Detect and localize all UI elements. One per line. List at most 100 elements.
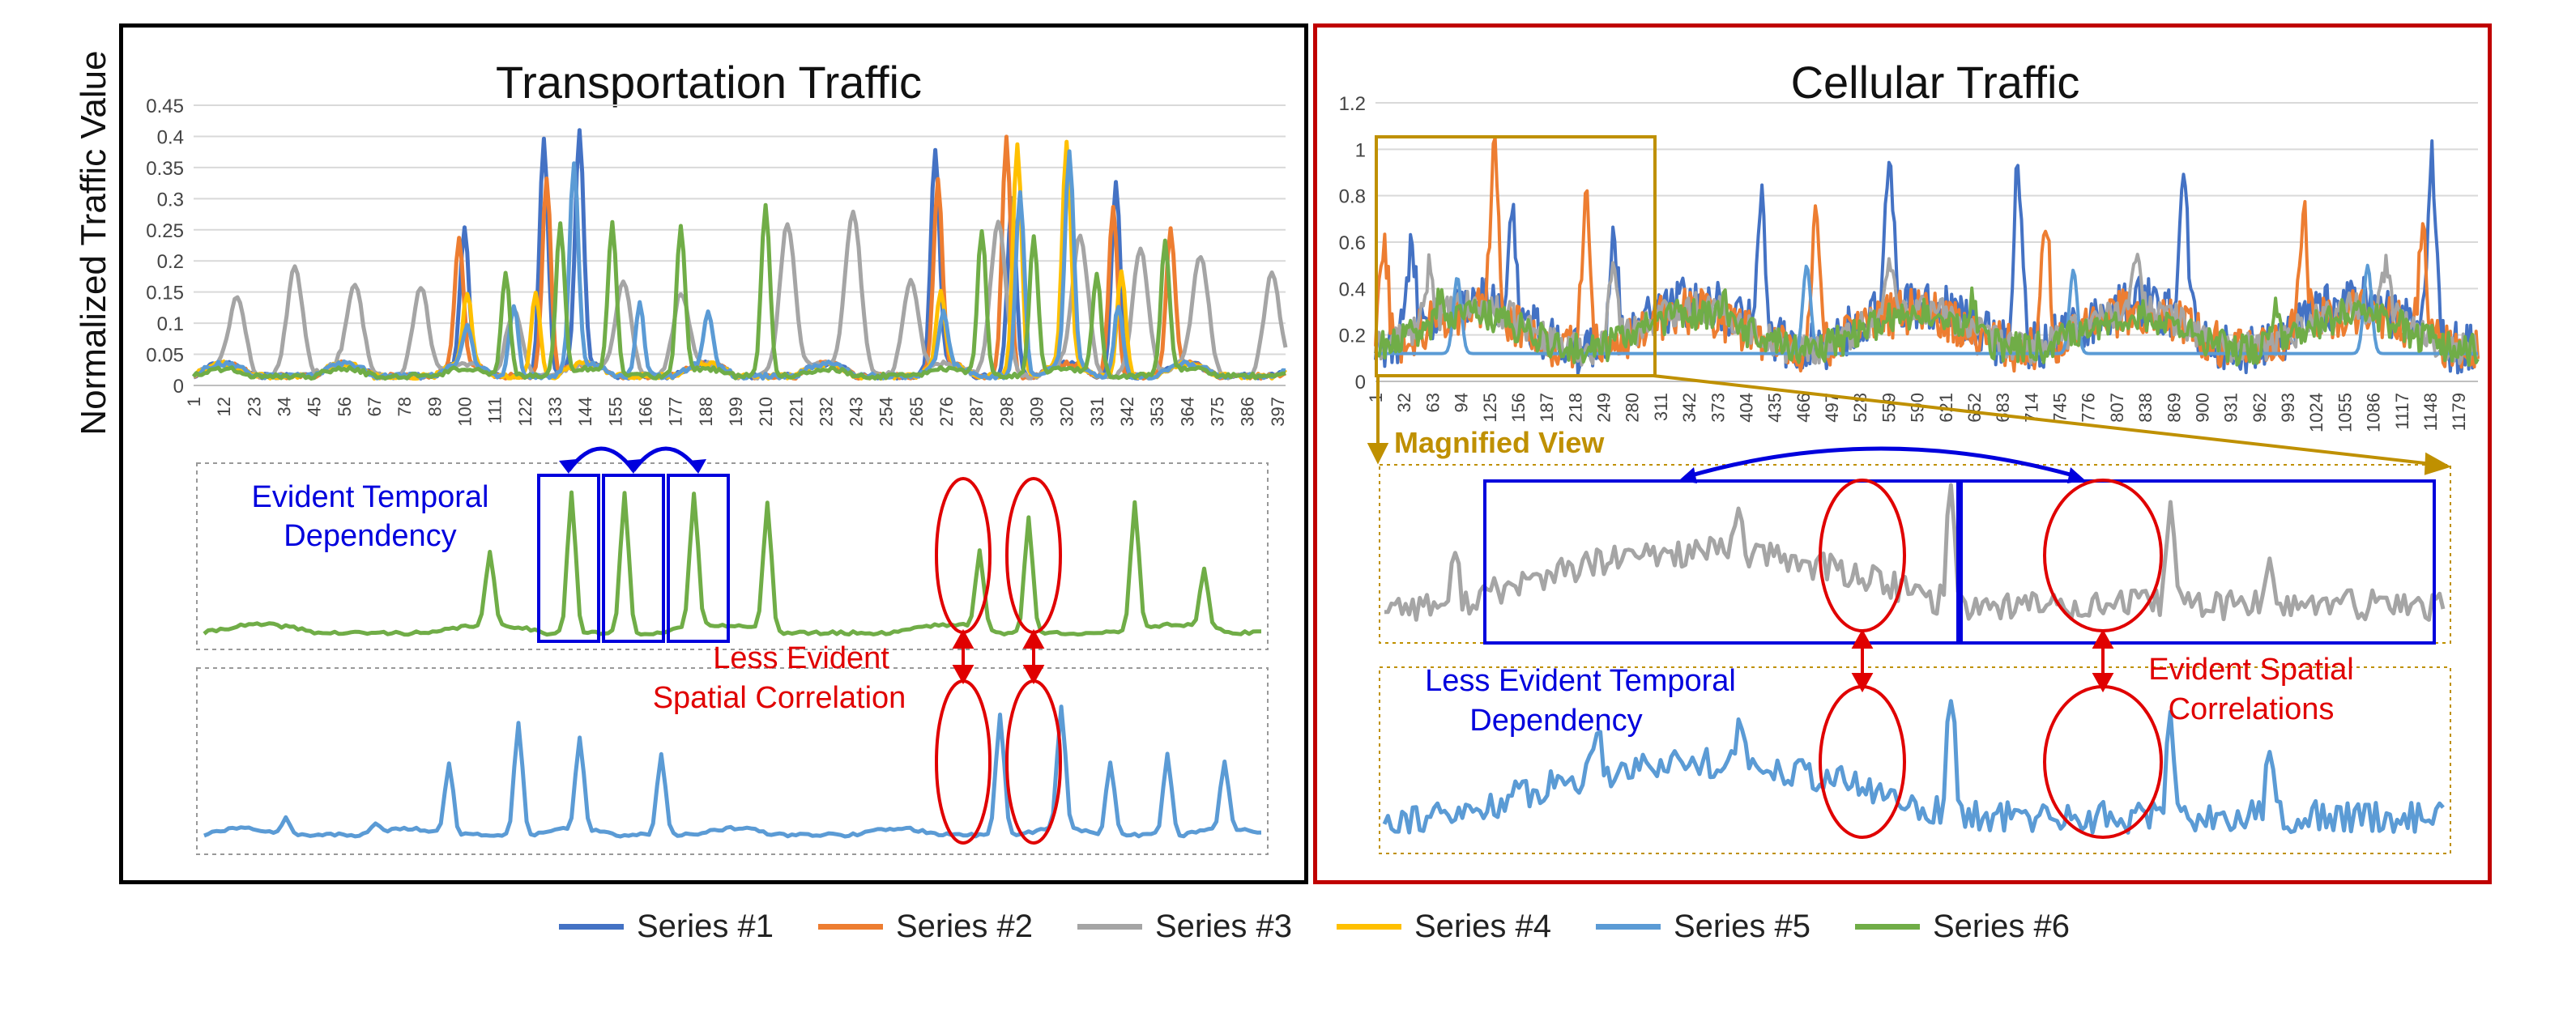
x-tick-label: 1055 — [2335, 393, 2355, 432]
right-panel-chart: Cellular Traffic 0 0.2 0.4 0.6 0.8 1 1.2 1 32 63… — [1339, 57, 2480, 854]
x-tick-label: 353 — [1147, 397, 1167, 427]
x-tick-label: 373 — [1708, 393, 1728, 423]
x-tick-label: 156 — [1508, 393, 1529, 423]
y-tick-label: 0.25 — [146, 220, 184, 242]
x-tick-label: 309 — [1027, 397, 1047, 427]
y-tick-label: 0.2 — [157, 251, 184, 273]
x-tick-label: 280 — [1623, 393, 1643, 423]
x-tick-label: 122 — [515, 397, 535, 427]
x-tick-label: 900 — [2192, 393, 2212, 423]
y-tick-label: 0.4 — [157, 126, 184, 148]
x-tick-label: 1 — [184, 397, 204, 406]
x-tick-label: 32 — [1394, 393, 1414, 412]
x-tick-label: 287 — [966, 397, 987, 427]
x-tick-label: 63 — [1422, 393, 1443, 412]
legend-label: Series #4 — [1414, 909, 1551, 944]
x-tick-label: 166 — [635, 397, 655, 427]
x-tick-label: 962 — [2250, 393, 2270, 423]
x-tick-label: 177 — [666, 397, 686, 427]
legend-item: Series #6 — [1855, 909, 2070, 945]
x-tick-label: 254 — [876, 397, 897, 427]
temporal-arc-2 — [631, 446, 701, 472]
legend-swatch — [559, 924, 624, 930]
right-sub-panel-top — [1379, 464, 2451, 644]
y-tick-label: 0.2 — [1339, 326, 1366, 347]
x-tick-label: 187 — [1537, 393, 1557, 423]
x-tick-label: 397 — [1268, 397, 1288, 427]
x-tick-label: 298 — [996, 397, 1017, 427]
legend-label: Series #1 — [637, 909, 774, 944]
x-tick-label: 232 — [816, 397, 836, 427]
temporal-arc-1 — [566, 446, 636, 472]
x-tick-label: 199 — [726, 397, 746, 427]
series-line — [192, 202, 1286, 381]
right-spatial-ellipse-bottom-2 — [2043, 685, 2163, 839]
x-tick-label: 1117 — [2392, 393, 2412, 430]
temporal-box-1 — [537, 474, 600, 643]
left-sub-panel-top — [196, 462, 1269, 650]
y-tick-label: 0.6 — [1339, 232, 1366, 254]
right-temporal-label-line2: Dependency — [1469, 704, 1642, 738]
legend-label: Series #2 — [896, 909, 1033, 944]
series-line — [1374, 286, 2480, 367]
y-tick-label: 0.45 — [146, 96, 184, 117]
x-tick-label: 331 — [1087, 397, 1107, 427]
x-tick-label: 67 — [365, 397, 385, 416]
x-tick-label: 45 — [305, 397, 325, 416]
right-temporal-arrowhead-2 — [2067, 467, 2085, 483]
x-tick-label: 683 — [1993, 393, 2013, 423]
spatial-ellipse-bottom-2 — [1005, 679, 1062, 845]
right-panel-title: Cellular Traffic — [1791, 57, 2080, 108]
temporal-arrowhead-2 — [624, 459, 642, 474]
x-tick-label: 100 — [454, 397, 475, 427]
x-tick-label: 320 — [1057, 397, 1077, 427]
series-line — [1374, 136, 2480, 373]
right-magnified-grey-line — [1384, 483, 2446, 622]
x-tick-label: 776 — [2079, 393, 2099, 423]
left-magnified-green-line — [203, 490, 1261, 637]
x-tick-label: 133 — [545, 397, 565, 427]
right-temporal-box-1 — [1483, 479, 1960, 645]
legend-item: Series #1 — [559, 909, 774, 945]
y-axis-label: Normalized Traffic Value — [74, 50, 113, 435]
x-tick-label: 56 — [335, 397, 355, 416]
left-magnified-blue-line — [203, 704, 1262, 839]
magnified-view-label: Magnified View — [1394, 426, 1605, 459]
legend-label: Series #3 — [1155, 909, 1292, 944]
right-spatial-ellipse-bottom-1 — [1819, 685, 1906, 839]
x-tick-label: 89 — [424, 397, 445, 416]
left-spatial-label-line1: Less Evident — [713, 641, 889, 675]
x-tick-label: 125 — [1480, 393, 1500, 423]
y-tick-label: 0.15 — [146, 283, 184, 304]
right-sub-panel-bottom — [1379, 666, 2451, 854]
right-panel — [1313, 23, 2492, 884]
x-tick-label: 466 — [1793, 393, 1814, 423]
left-panel-title: Transportation Traffic — [496, 57, 922, 108]
temporal-arrowhead-3 — [689, 459, 706, 474]
y-tick-label: 0.3 — [157, 189, 184, 211]
x-tick-label: 34 — [274, 397, 294, 416]
x-tick-label: 249 — [1594, 393, 1614, 423]
x-tick-label: 745 — [2050, 393, 2071, 423]
y-tick-label: 0.1 — [157, 313, 184, 335]
x-tick-label: 12 — [214, 397, 234, 416]
y-tick-label: 0.4 — [1339, 279, 1366, 300]
x-tick-label: 155 — [605, 397, 625, 427]
x-tick-label: 652 — [1964, 393, 1985, 423]
x-tick-label: 144 — [575, 397, 595, 427]
x-tick-label: 869 — [2164, 393, 2184, 423]
y-tick-label: 0 — [173, 376, 184, 398]
x-tick-label: 559 — [1879, 393, 1899, 423]
spatial-ellipse-bottom-1 — [935, 679, 992, 845]
x-tick-label: 1 — [1366, 393, 1386, 402]
right-spatial-arrow-1 — [1851, 628, 1874, 693]
x-tick-label: 364 — [1177, 397, 1197, 427]
temporal-box-2 — [602, 474, 665, 643]
left-temporal-label-line1: Evident Temporal — [252, 480, 489, 514]
magnify-arrow-left — [1367, 376, 1389, 465]
spatial-arrow-2 — [1022, 628, 1045, 685]
x-tick-label: 1179 — [2449, 393, 2469, 431]
x-tick-label: 404 — [1736, 393, 1756, 423]
x-tick-label: 243 — [847, 397, 867, 427]
legend-item: Series #4 — [1337, 909, 1551, 945]
